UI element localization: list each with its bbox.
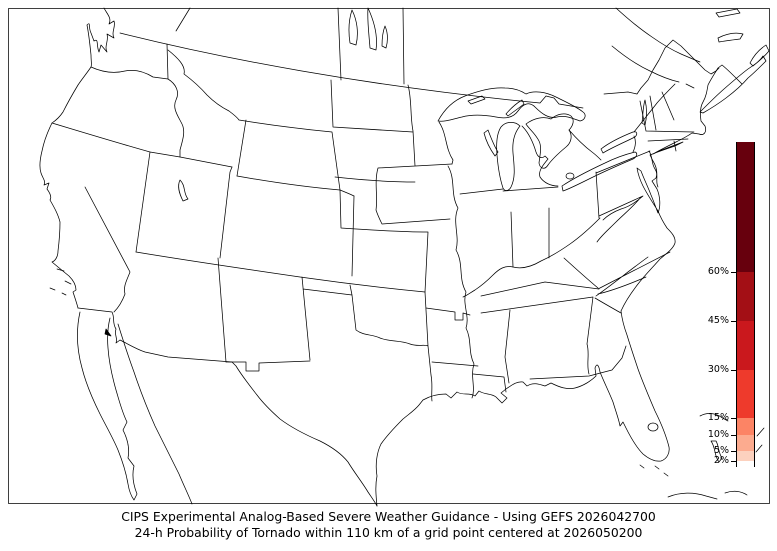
figure-caption: CIPS Experimental Analog-Based Severe We… (0, 509, 777, 541)
colorbar-tick-15 (731, 418, 736, 419)
texas-oklahoma-borders (226, 277, 432, 401)
missouri-arkansas-borders (426, 308, 478, 366)
border-42n (52, 123, 232, 167)
lake-michigan (484, 122, 520, 190)
colorbar-tick-30 (731, 370, 736, 371)
colorbar-segment-60-100 (737, 142, 754, 272)
cuba-coast (668, 491, 747, 499)
colorbar-tick-60 (731, 272, 736, 273)
colorbar-tick-10 (731, 435, 736, 436)
baja-peninsula (78, 312, 137, 500)
colorbar-segment-5-10 (737, 435, 754, 451)
probability-colorbar (736, 142, 755, 467)
weather-guidance-figure: 60%45%30%15%10%5%2% CIPS Experimental An… (0, 0, 777, 551)
northeast-us-canada-border (604, 40, 719, 94)
lake-winnipeg (349, 8, 387, 50)
keweenaw-peninsula (506, 100, 524, 116)
colorbar-label-2: 2% (691, 455, 729, 466)
colorbar-segment-45-60 (737, 272, 754, 321)
channel-islands (50, 269, 71, 295)
great-lakes (438, 88, 647, 191)
state-borders-west (52, 44, 425, 362)
state-borders-plains (226, 80, 478, 401)
us-states-map (0, 0, 777, 551)
colorbar-segment-10-15 (737, 418, 754, 434)
colorbar-segment-0-2 (737, 461, 754, 468)
st-lawrence (612, 8, 700, 132)
lake-erie-ontario (562, 132, 637, 191)
canada-borders-and-coast (120, 8, 769, 132)
pacific-coastline (40, 8, 115, 308)
colorbar-segment-2-5 (737, 451, 754, 461)
caption-line-1: CIPS Experimental Analog-Based Severe We… (0, 509, 777, 525)
colorbar-segment-15-30 (737, 370, 754, 419)
border-37n (136, 252, 425, 292)
gulf-of-california-coast (118, 324, 192, 504)
lake-huron (526, 114, 573, 168)
mississippi-river (439, 122, 506, 398)
new-england-borders (640, 92, 694, 187)
colorbar-tick-45 (731, 321, 736, 322)
map-frame (9, 9, 770, 504)
gulf-and-atlantic-coastline (376, 65, 742, 506)
caption-line-2: 24-h Probability of Tornado within 110 k… (0, 525, 777, 541)
southeast-borders (481, 252, 670, 383)
colorbar-tick-2 (731, 461, 736, 462)
lake-okeechobee (648, 423, 658, 431)
mexico-border-and-baja (78, 308, 377, 506)
florida-keys (640, 465, 668, 476)
colorbar-segment-30-45 (737, 321, 754, 370)
great-salt-lake (179, 180, 188, 201)
colorbar-label-15: 15% (691, 412, 729, 423)
state-borders-east (460, 92, 694, 383)
colorbar-label-30: 30% (691, 364, 729, 375)
colorbar-label-10: 10% (691, 429, 729, 440)
michigan-lower-peninsula (522, 126, 635, 186)
colorbar-label-60: 60% (691, 266, 729, 277)
nova-scotia-pei (700, 9, 769, 113)
colorbar-label-45: 45% (691, 315, 729, 326)
colorbar-tick-5 (731, 451, 736, 452)
